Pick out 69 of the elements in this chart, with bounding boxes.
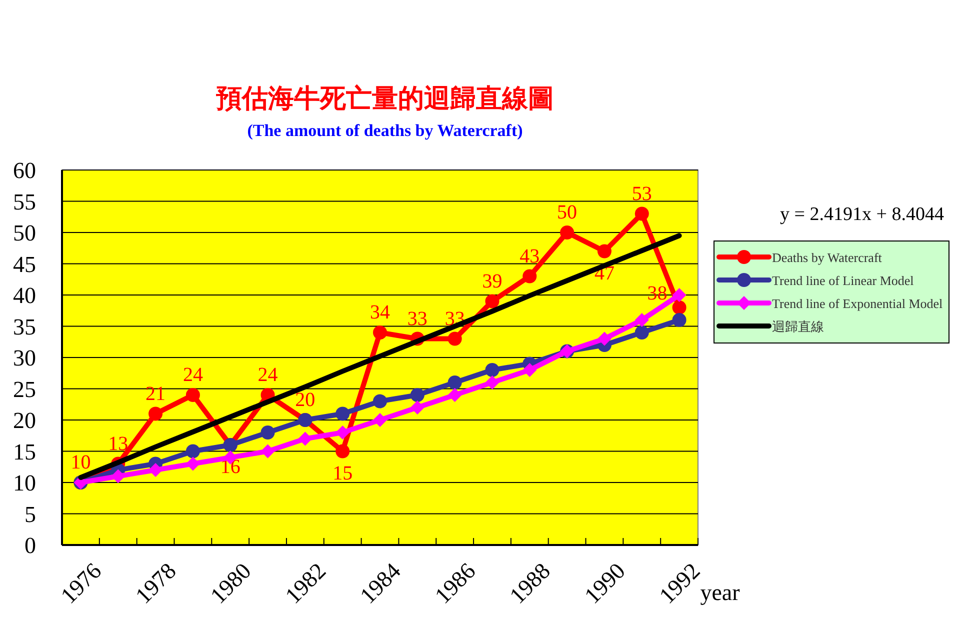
- y-tick-label: 40: [13, 283, 36, 308]
- point: [186, 388, 200, 402]
- point: [672, 313, 686, 327]
- point: [260, 426, 275, 440]
- point: [336, 406, 350, 421]
- legend-label: 迴歸直線: [772, 319, 824, 334]
- point: [410, 388, 424, 402]
- data-label: 53: [632, 182, 652, 205]
- data-label: 21: [146, 382, 166, 405]
- chart-title: 預估海牛死亡量的迴歸直線圖: [215, 84, 554, 114]
- point: [298, 432, 312, 446]
- data-label: 15: [332, 462, 353, 484]
- y-tick-label: 30: [13, 346, 36, 370]
- text: y = 2.4191x + 8.4044: [780, 204, 944, 225]
- point: [410, 400, 424, 414]
- point: [560, 226, 574, 240]
- y-tick-label: 5: [24, 502, 36, 527]
- y-tick-label: 55: [13, 189, 36, 214]
- data-label: 39: [482, 270, 502, 292]
- y-tick-label: 10: [13, 470, 36, 496]
- y-tick-label: 35: [13, 314, 36, 340]
- point: [148, 406, 163, 421]
- point: [597, 332, 612, 346]
- y-tick-label: 45: [13, 252, 36, 277]
- data-label: 50: [557, 202, 578, 224]
- data-label: 13: [108, 432, 128, 455]
- data-label: 34: [370, 302, 390, 324]
- point: [634, 326, 649, 340]
- point: [522, 363, 537, 377]
- data-label: 24: [258, 364, 278, 386]
- data-label: 43: [520, 245, 540, 268]
- y-tick-label: 15: [13, 439, 36, 464]
- chart-subtitle: (The amount of deaths by Watercraft): [247, 121, 523, 140]
- legend-label: Deaths by Watercraft: [772, 250, 882, 265]
- y-tick-label: 25: [13, 376, 36, 402]
- point: [485, 376, 500, 390]
- point: [485, 363, 500, 377]
- y-tick-label: 20: [13, 408, 36, 433]
- point: [186, 456, 200, 471]
- legend-label: Trend line of Exponential Model: [772, 296, 944, 311]
- y-tick-label: 0: [24, 533, 36, 558]
- point: [373, 394, 387, 408]
- point: [672, 300, 686, 314]
- legend-label: Trend line of Linear Model: [772, 273, 914, 288]
- point: [148, 463, 163, 477]
- point: [522, 269, 537, 284]
- x-axis-title: year: [700, 580, 740, 605]
- point: [373, 326, 387, 340]
- point: [448, 376, 462, 390]
- data-label: 20: [295, 389, 316, 411]
- data-label: 24: [182, 364, 203, 386]
- data-label: 16: [220, 456, 240, 478]
- point: [485, 294, 500, 308]
- point: [634, 313, 649, 327]
- data-label: 33: [407, 308, 428, 330]
- point: [373, 413, 387, 427]
- point: [672, 288, 686, 302]
- point: [260, 444, 275, 458]
- point: [634, 206, 649, 221]
- data-label: 10: [70, 452, 91, 474]
- point: [186, 444, 200, 458]
- point: [448, 388, 462, 402]
- point: [336, 444, 350, 458]
- point: [111, 469, 126, 484]
- y-tick-label: 50: [13, 220, 36, 246]
- y-tick-label: 60: [13, 158, 36, 183]
- point: [448, 332, 462, 346]
- point: [336, 426, 350, 440]
- point: [597, 244, 612, 258]
